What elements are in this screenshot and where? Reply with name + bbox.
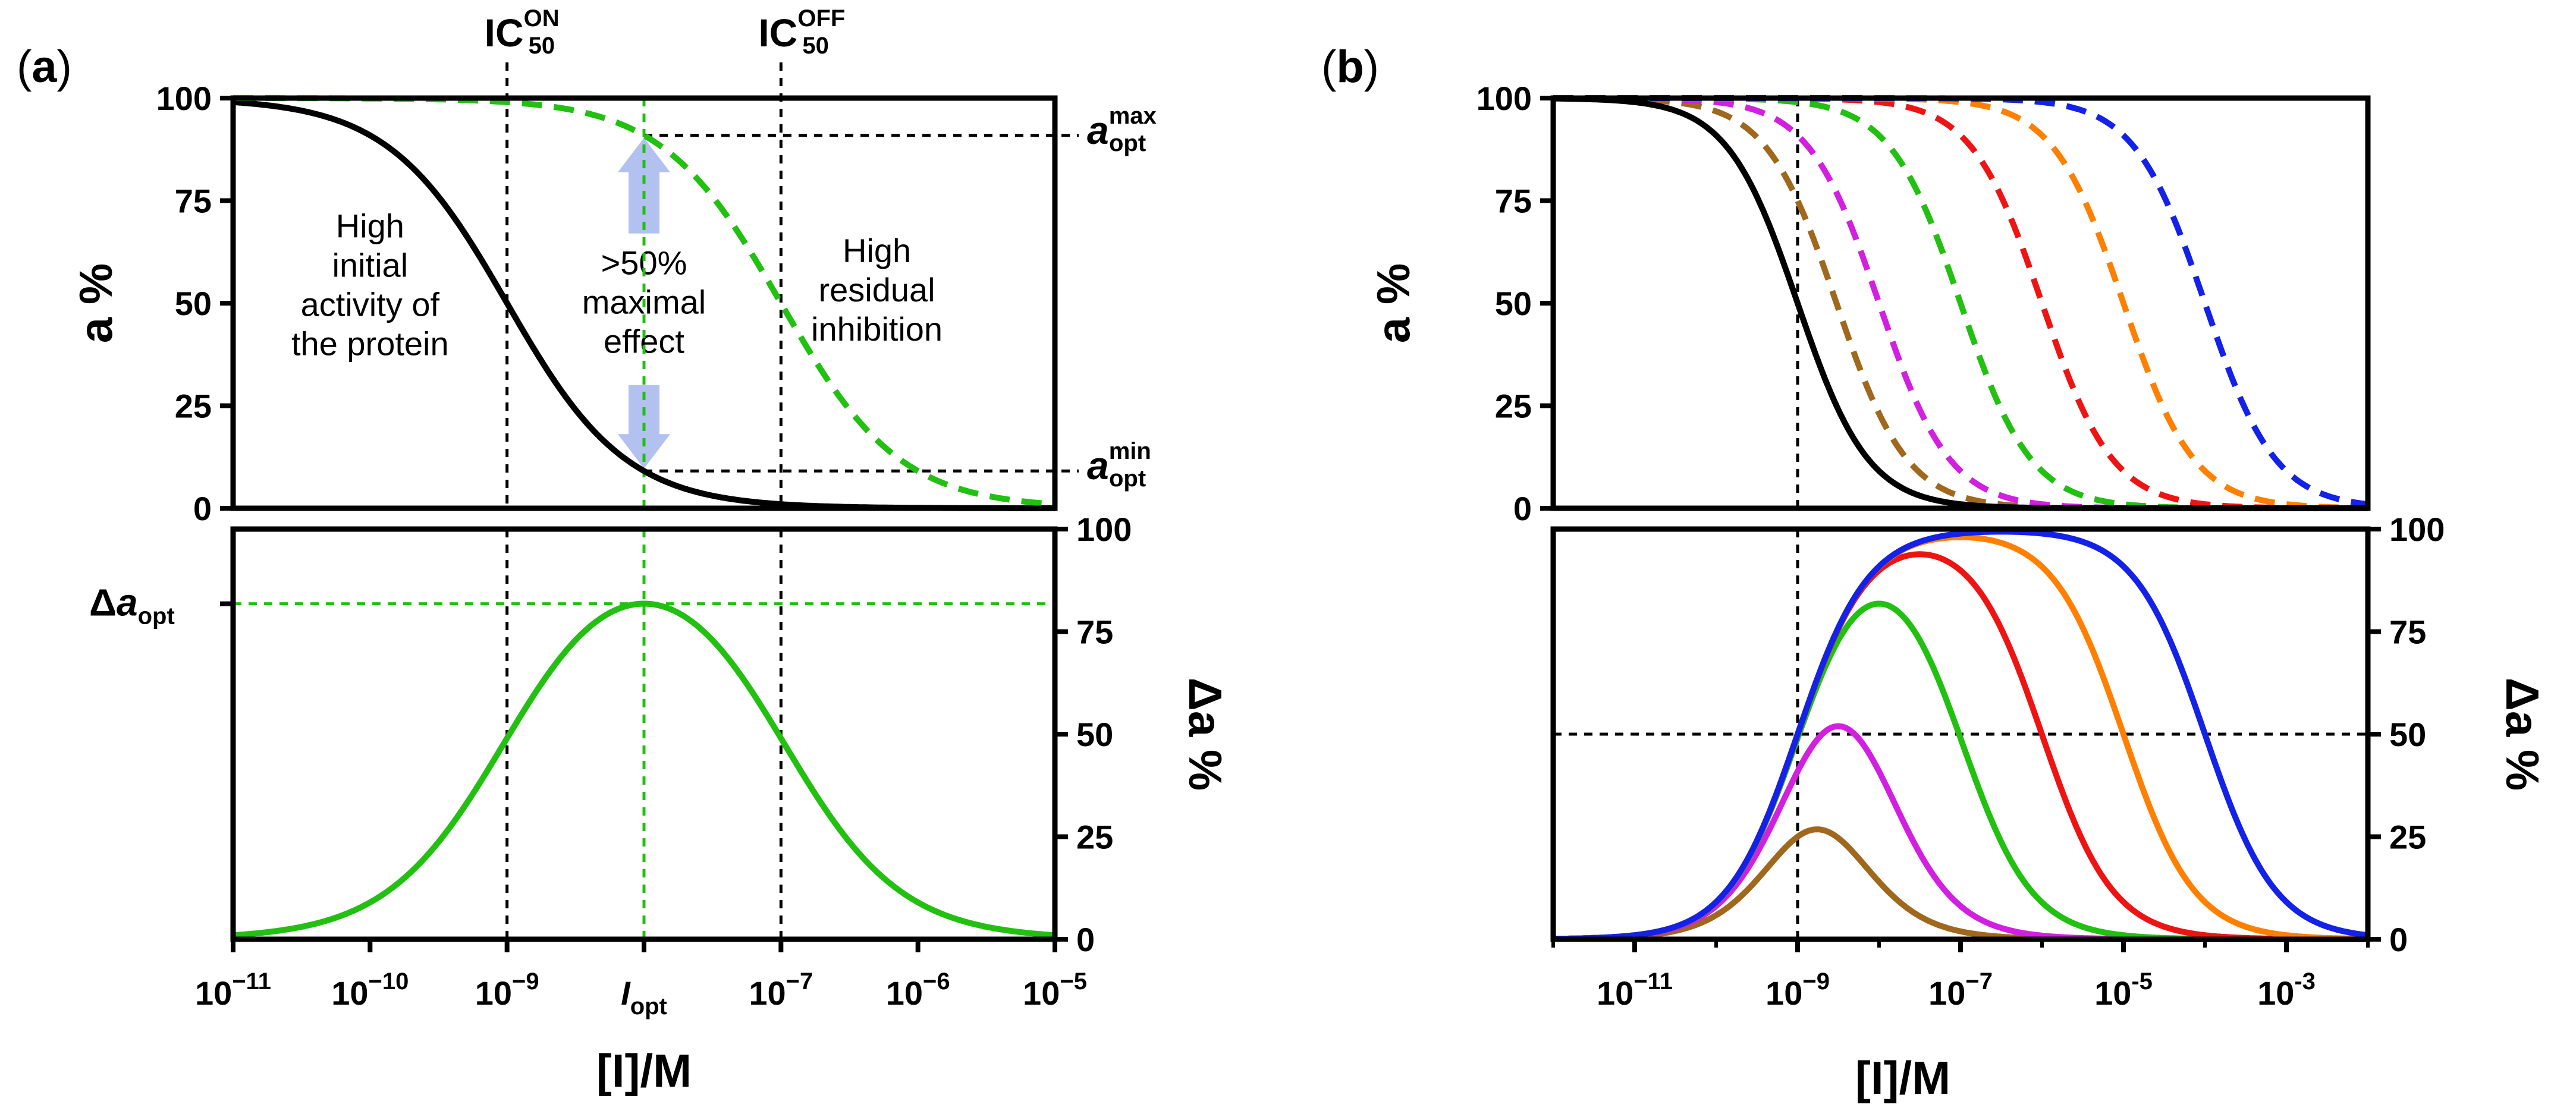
annotation-2-line-2: inhibition bbox=[811, 310, 943, 348]
b-bot-x-tick-label-1: 10−9 bbox=[1765, 968, 1830, 1012]
b-bot-x-tick-label-4: 10-3 bbox=[2257, 968, 2316, 1012]
ic50-label-off: ICOFF 50 bbox=[758, 5, 845, 59]
b-bot-y-tick-label-100: 100 bbox=[2389, 511, 2445, 548]
a-bot-x-tick-label-5: 10−6 bbox=[886, 968, 950, 1012]
panel-b-top-plot: 0 25 50 75 100 a % bbox=[1367, 80, 2371, 527]
b-bottom-x-axis-label: [I]/M bbox=[1855, 1052, 1950, 1104]
a-bot-y-tick-label-50: 50 bbox=[1076, 716, 1113, 753]
b-bot-y-tick-label-75: 75 bbox=[2389, 613, 2426, 651]
annotation-1-line-2: effect bbox=[604, 323, 684, 360]
b-bottom-y-ticks: 0 25 50 75 100 bbox=[2368, 511, 2445, 958]
annotation-0-line-1: initial bbox=[332, 247, 409, 284]
a-top-y-tick-label-50: 50 bbox=[175, 285, 212, 322]
b-top-y-tick-label-75: 75 bbox=[1495, 183, 1532, 220]
a-bot-y-tick-label-100: 100 bbox=[1076, 511, 1132, 548]
b-bottom-y-axis-label: Δa % bbox=[2496, 678, 2549, 791]
annotation-0-line-0: High bbox=[336, 207, 404, 245]
b-top-series bbox=[1552, 95, 2369, 511]
b-top-y-axis-label: a % bbox=[1367, 263, 1419, 343]
b-top-series-green bbox=[1552, 95, 2369, 511]
b-bottom-series-blue bbox=[1552, 528, 2369, 942]
a-bot-y-tick-label-0: 0 bbox=[1076, 921, 1095, 958]
a-bottom-x-ticks: 10−11 10−10 10−9 Iopt 10−7 10−6 10−5 bbox=[195, 939, 1087, 1020]
ic50-labels: ICON 50 ICOFF 50 bbox=[485, 5, 846, 59]
b-bot-y-tick-label-25: 25 bbox=[2389, 819, 2426, 856]
b-bot-x-tick-label-0: 10−11 bbox=[1597, 968, 1673, 1012]
ic50-label-on: ICON 50 bbox=[485, 5, 560, 59]
b-bottom-series-green bbox=[1552, 600, 2369, 942]
arrow-down-head bbox=[618, 434, 670, 469]
a-top-reference-lines bbox=[505, 62, 1079, 508]
b-top-y-tick-label-50: 50 bbox=[1495, 285, 1532, 322]
a-top-y-ticks: 0 25 50 75 100 bbox=[156, 80, 233, 527]
a-bot-x-tick-label-3: Iopt bbox=[621, 974, 667, 1020]
annotation-2-line-1: residual bbox=[819, 271, 935, 309]
a-bottom-y-ticks: 0 25 50 75 100 bbox=[1055, 511, 1132, 958]
b-bot-x-tick-label-3: 10-5 bbox=[2094, 968, 2153, 1012]
a-bottom-series-green bbox=[232, 600, 1056, 939]
panel-label-a: (a) bbox=[17, 42, 72, 92]
b-bottom-series bbox=[1552, 528, 2369, 942]
annotation-2-line-0: High bbox=[843, 232, 911, 269]
b-top-y-tick-label-100: 100 bbox=[1477, 80, 1532, 117]
a-bot-x-tick-label-1: 10−10 bbox=[331, 968, 409, 1012]
b-bottom-series-magenta bbox=[1552, 723, 2369, 942]
b-top-y-tick-label-0: 0 bbox=[1513, 490, 1532, 527]
annotation-0-line-3: the protein bbox=[291, 325, 449, 363]
a-bottom-x-axis-label: [I]/M bbox=[596, 1044, 692, 1097]
a-top-y-tick-label-100: 100 bbox=[156, 80, 212, 117]
b-top-y-tick-label-25: 25 bbox=[1495, 388, 1532, 425]
a-bot-y-tick-label-25: 25 bbox=[1076, 819, 1113, 856]
annotation-0-line-2: activity of bbox=[301, 286, 440, 323]
a-bot-x-tick-label-0: 10−11 bbox=[195, 968, 271, 1012]
panel-b-bottom-plot: 0 25 50 75 100 10−11 10−9 10−7 10-5 10-3 [I]/M Δ… bbox=[1550, 511, 2549, 1104]
a-top-y-axis-label: a % bbox=[70, 263, 122, 343]
arrow-up-head bbox=[618, 137, 670, 172]
a-opt-labels: amax opt amin opt bbox=[1087, 103, 1157, 492]
panel-label-b: (b) bbox=[1321, 42, 1379, 92]
a-bottom-reference-lines bbox=[233, 529, 1055, 939]
a-bottom-y-axis-label: Δa % bbox=[1179, 678, 1232, 791]
b-bottom-x-ticks: 10−11 10−9 10−7 10-5 10-3 bbox=[1551, 939, 2370, 1012]
a-bot-x-tick-label-6: 10−5 bbox=[1023, 968, 1087, 1012]
a-opt-max-label: amax opt bbox=[1087, 103, 1157, 156]
b-bot-y-tick-label-50: 50 bbox=[2389, 716, 2426, 753]
a-bottom-series bbox=[232, 600, 1056, 939]
a-top-y-tick-label-25: 25 bbox=[175, 388, 212, 425]
delta-a-opt-label: Δaopt bbox=[89, 581, 233, 630]
b-bot-x-tick-label-2: 10−7 bbox=[1928, 968, 1993, 1012]
a-top-y-tick-label-0: 0 bbox=[193, 490, 212, 527]
a-bot-x-tick-label-4: 10−7 bbox=[749, 968, 813, 1012]
b-top-y-ticks: 0 25 50 75 100 bbox=[1477, 80, 1553, 527]
a-bot-x-tick-label-2: 10−9 bbox=[475, 968, 539, 1012]
a-opt-min-label: amin opt bbox=[1087, 438, 1151, 492]
b-bot-y-tick-label-0: 0 bbox=[2389, 921, 2408, 958]
a-bot-y-tick-label-75: 75 bbox=[1076, 613, 1113, 651]
a-top-y-tick-label-75: 75 bbox=[175, 183, 212, 220]
delta-a-opt-text: Δaopt bbox=[89, 581, 175, 630]
